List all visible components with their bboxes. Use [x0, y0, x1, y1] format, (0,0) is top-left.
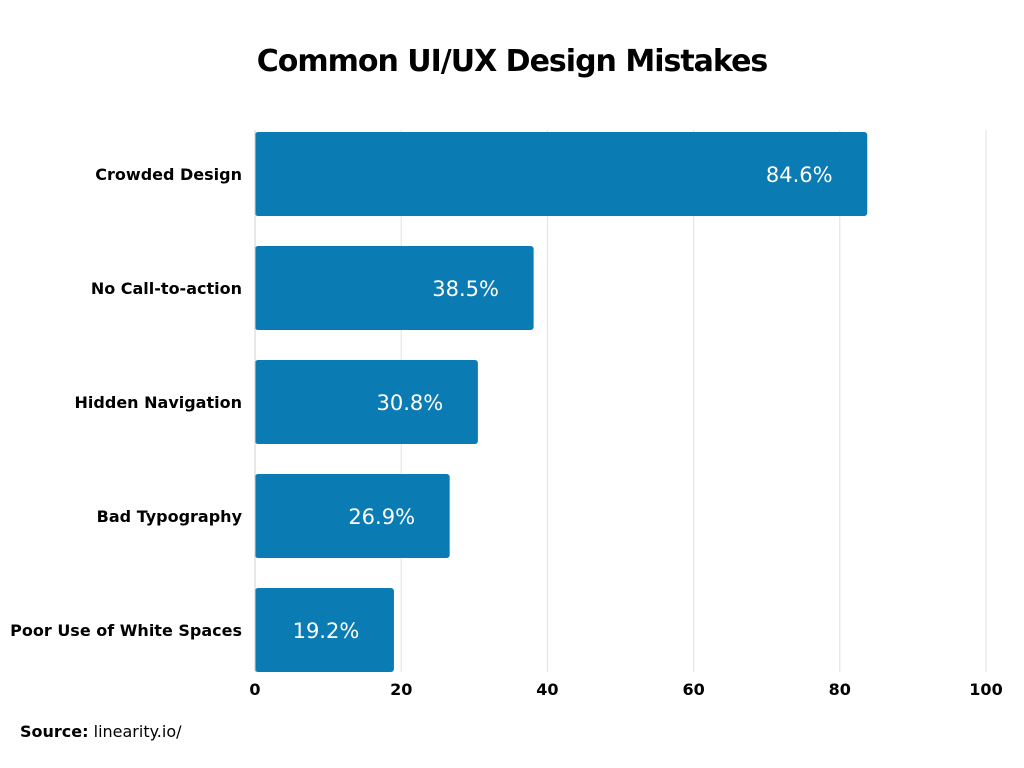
category-label: Hidden Navigation	[75, 393, 242, 412]
category-label: Bad Typography	[97, 507, 243, 526]
x-tick-label: 0	[249, 680, 260, 699]
bar	[255, 474, 450, 558]
chart-title: Common UI/UX Design Mistakes	[256, 44, 769, 79]
category-label: Poor Use of White Spaces	[10, 621, 242, 640]
source-note: Source: linearity.io/	[20, 722, 182, 741]
bar	[255, 360, 478, 444]
bar-value-label: 84.6%	[766, 163, 833, 187]
bar	[255, 588, 394, 672]
bar	[255, 246, 534, 330]
source-value: linearity.io/	[93, 722, 182, 741]
category-label: No Call-to-action	[91, 279, 242, 298]
category-label: Crowded Design	[95, 165, 242, 184]
bar-value-label: 38.5%	[432, 277, 499, 301]
x-tick-label: 100	[969, 680, 1002, 699]
source-label: Source:	[20, 722, 89, 741]
bar-value-label: 26.9%	[348, 505, 415, 529]
x-tick-label: 60	[682, 680, 704, 699]
bar-value-label: 19.2%	[293, 619, 360, 643]
x-tick-label: 20	[390, 680, 412, 699]
bar-value-label: 30.8%	[377, 391, 444, 415]
x-tick-label: 40	[536, 680, 558, 699]
x-tick-label: 80	[829, 680, 851, 699]
bar	[255, 132, 868, 216]
